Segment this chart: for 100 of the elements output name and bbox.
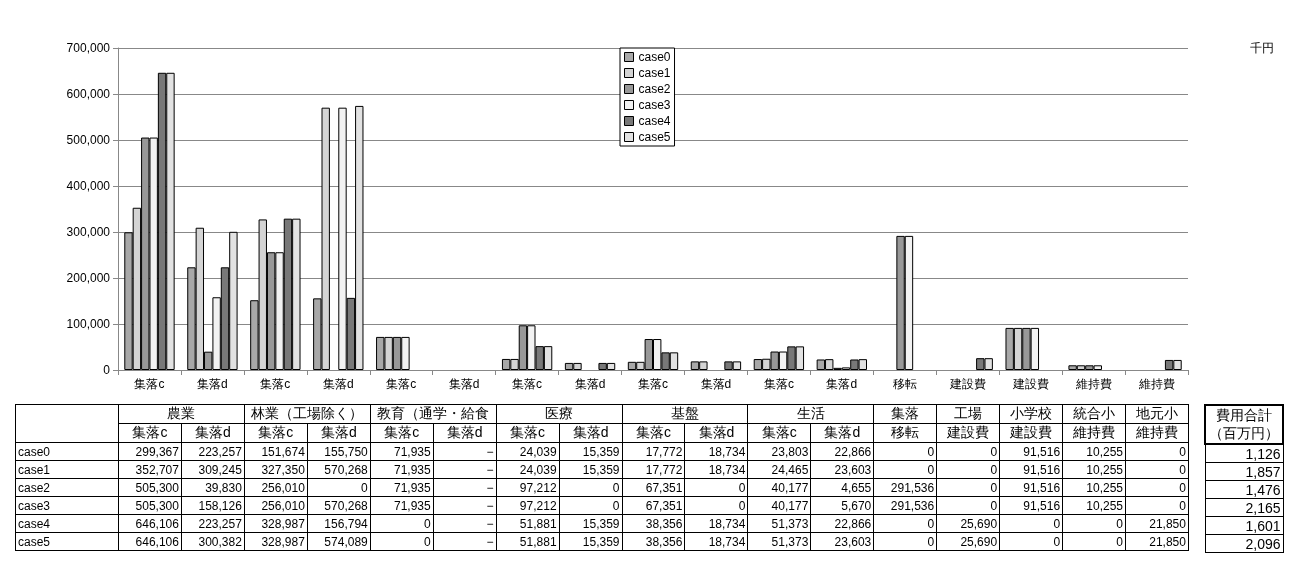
data-label: 0 (936, 460, 1000, 479)
x-tick-label: 建設費 (948, 377, 986, 391)
text: 生活 (747, 404, 874, 424)
data-label: 97,212 (496, 478, 560, 497)
data-label: 0 (559, 496, 622, 515)
text: 医療 (496, 404, 622, 424)
text: 農業 (118, 404, 245, 424)
data-label: 17,772 (622, 460, 685, 479)
data-label: 51,373 (747, 514, 811, 533)
data-label: 0 (684, 478, 748, 497)
text: 統合小 (1062, 404, 1126, 424)
y-tick-label: 100,000 (66, 317, 111, 331)
data-label: 21,850 (1125, 514, 1189, 533)
data-label: 155,750 (307, 442, 371, 461)
x-tick-label: 集落c (512, 377, 543, 391)
data-label: 22,866 (810, 514, 874, 533)
text: case0 (18, 444, 51, 459)
y-tick-label: 200,000 (66, 271, 111, 285)
data-label: 646,106 (118, 514, 182, 533)
data-label: 328,987 (244, 514, 308, 533)
data-label: 0 (936, 442, 1000, 461)
x-tick-label: 集落c (763, 377, 794, 391)
x-tick-label: 維持費 (1137, 377, 1175, 391)
text: case4 (18, 516, 51, 531)
data-label: 0 (999, 514, 1063, 533)
data-label: 151,674 (244, 442, 308, 461)
category-label: 集落d (320, 424, 357, 440)
category-label: 移転 (891, 424, 920, 440)
data-label: 18,734 (684, 460, 748, 479)
y-tick-label: 600,000 (66, 87, 111, 101)
data-label: 91,516 (999, 442, 1063, 461)
data-label: 91,516 (999, 478, 1063, 497)
data-label: 352,707 (118, 460, 182, 479)
category-label: 維持費 (1073, 424, 1116, 440)
data-label: 0 (1062, 514, 1126, 533)
x-tick-label: 集落d (700, 377, 732, 391)
y-tick-label: 500,000 (66, 133, 111, 147)
x-tick-label: 集落c (386, 377, 417, 391)
data-label: 0 (936, 478, 1000, 497)
data-label: 0 (1125, 478, 1189, 497)
data-label: 309,245 (181, 460, 245, 479)
text: − (486, 444, 494, 459)
data-label: 10,255 (1062, 478, 1126, 497)
category-label: 集落c (635, 424, 671, 440)
data-label: 0 (559, 478, 622, 497)
category-label: 集落d (824, 424, 861, 440)
text: 千円 (1250, 40, 1274, 57)
data-label: 505,300 (118, 496, 182, 515)
category-label: 集落c (384, 424, 420, 440)
data-label: 23,603 (810, 532, 874, 551)
data-label: 5,670 (810, 496, 874, 515)
data-label: 23,603 (810, 460, 874, 479)
data-label: 505,300 (118, 478, 182, 497)
data-label: 0 (1125, 442, 1189, 461)
data-label: 51,881 (496, 514, 560, 533)
data-label: 21,850 (1125, 532, 1189, 551)
data-label: 10,255 (1062, 496, 1126, 515)
data-label: 158,126 (181, 496, 245, 515)
x-tick-label: 建設費 (1011, 377, 1049, 391)
category-label: 集落d (195, 424, 231, 440)
data-label: 24,039 (496, 460, 560, 479)
data-label: 574,089 (307, 532, 371, 551)
data-label: 25,690 (936, 532, 1000, 551)
legend-label: case4 (638, 114, 671, 128)
text: 2,096 (1205, 534, 1283, 553)
data-label: 570,268 (307, 496, 371, 515)
data-label: 291,536 (873, 478, 937, 497)
data-label: 4,655 (810, 478, 874, 497)
data-label: 327,350 (244, 460, 308, 479)
text: 工場 (936, 404, 1000, 424)
category-label: 集落c (761, 424, 797, 440)
text: 費用合計（百万円） (1205, 405, 1283, 444)
category-label: 建設費 (1010, 424, 1053, 440)
data-label: 67,351 (622, 496, 685, 515)
x-tick-label: 集落d (448, 377, 480, 391)
data-label: 51,373 (747, 532, 811, 551)
category-label: 集落c (510, 424, 546, 440)
data-label: 256,010 (244, 496, 308, 515)
data-label: 10,255 (1062, 460, 1126, 479)
data-label: 223,257 (181, 442, 245, 461)
x-tick-label: 集落c (260, 377, 291, 391)
text: case1 (18, 462, 51, 477)
data-label: 646,106 (118, 532, 182, 551)
category-label: 集落d (446, 424, 483, 440)
text: 1,857 (1205, 462, 1283, 481)
data-label: 15,359 (559, 460, 622, 479)
data-label: 0 (936, 496, 1000, 515)
data-label: 67,351 (622, 478, 685, 497)
text: 林業（工場除く） (244, 404, 371, 424)
data-label: 91,516 (999, 496, 1063, 515)
data-label: 0 (1125, 460, 1189, 479)
data-label: 0 (370, 514, 434, 533)
data-label: 23,803 (747, 442, 811, 461)
data-label: 71,935 (370, 496, 434, 515)
y-tick-label: 700,000 (66, 41, 111, 55)
x-tick-label: 集落d (197, 377, 228, 391)
data-label: 91,516 (999, 460, 1063, 479)
x-tick-label: 集落c (638, 377, 668, 391)
text: case3 (18, 498, 51, 513)
data-label: 0 (873, 532, 937, 551)
